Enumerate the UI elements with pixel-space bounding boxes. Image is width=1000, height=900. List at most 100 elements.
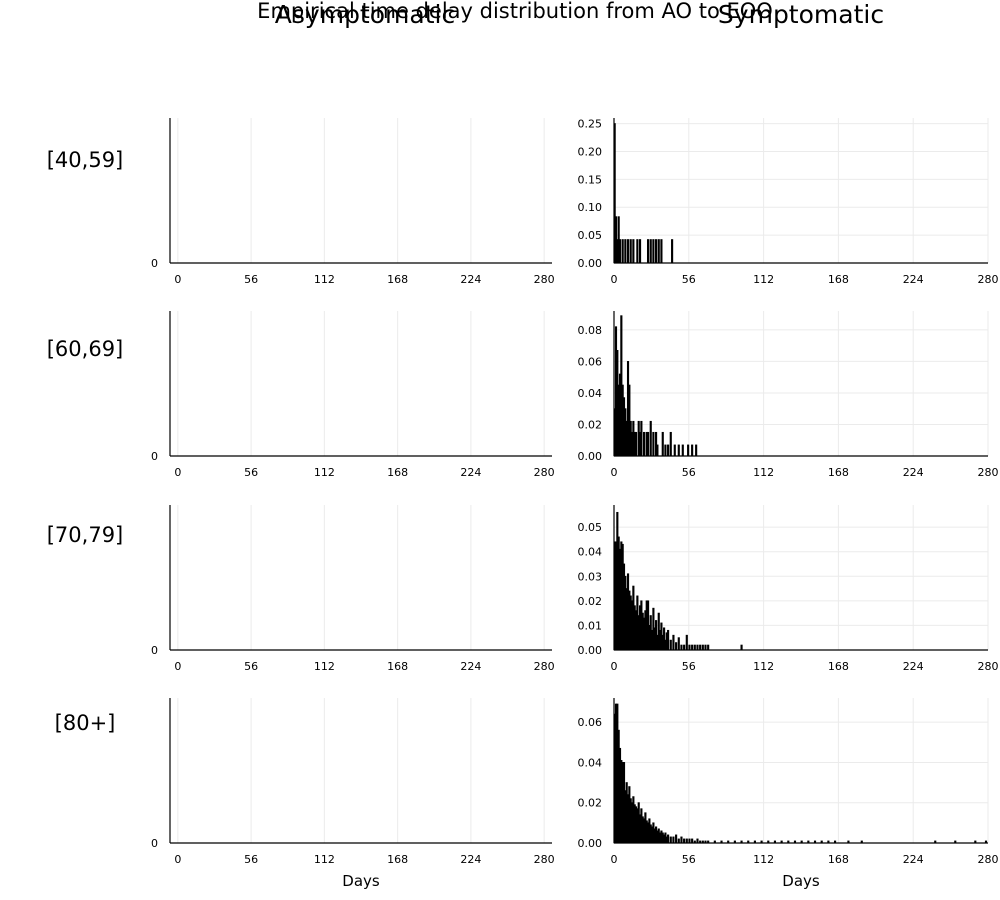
panel-symptomatic-70-79: 0 56 112 168 224 280 0.00 0.01 0.02 0.03 0.04 0.05 <box>578 505 999 673</box>
x-tick-label: 168 <box>387 660 408 673</box>
x-tick-label: 56 <box>244 853 258 866</box>
x-tick-label: 224 <box>460 660 481 673</box>
x-tick-label: 0 <box>611 660 618 673</box>
x-tick-label: 224 <box>903 660 924 673</box>
x-tick-label: 0 <box>611 273 618 286</box>
bar <box>677 838 680 844</box>
bar <box>621 239 624 264</box>
y-tick-label: 0.05 <box>578 229 603 242</box>
bar <box>667 444 670 457</box>
bar <box>685 634 688 651</box>
x-tick-label: 56 <box>682 273 696 286</box>
y-tick-label: 0.02 <box>578 418 603 431</box>
bar <box>681 444 684 457</box>
bar <box>656 444 659 457</box>
bar <box>683 644 686 651</box>
y-tick-label: 0 <box>151 837 158 850</box>
bar <box>695 444 698 457</box>
panel-symptomatic-40-59: 0 56 112 168 224 280 0.00 0.05 0.10 0.15 0.20 0.25 <box>578 118 999 286</box>
bar <box>624 239 627 264</box>
row-label-80-plus: [80+] <box>54 711 116 735</box>
bar <box>691 644 694 651</box>
bar <box>618 239 622 264</box>
x-tick-label: 280 <box>978 273 999 286</box>
panel-asymptomatic-80-plus: 0 56 112 168 224 280 0 Days <box>151 698 555 890</box>
x-tick-label: 0 <box>174 660 181 673</box>
x-tick-label: 56 <box>244 273 258 286</box>
bar <box>667 834 670 844</box>
panel-symptomatic-80-plus: 0 56 112 168 224 280 0.00 0.02 0.04 0.06 Days <box>578 698 999 890</box>
bar <box>640 420 643 457</box>
y-tick-label: 0.01 <box>578 619 603 632</box>
bar <box>649 239 652 264</box>
x-tick-label: 0 <box>174 273 181 286</box>
bar <box>707 644 710 651</box>
bar <box>691 838 694 844</box>
bar <box>646 239 650 264</box>
bar <box>683 838 686 844</box>
x-axis-label: Days <box>782 872 820 890</box>
x-tick-label: 168 <box>828 466 849 479</box>
x-tick-label: 168 <box>828 853 849 866</box>
x-axis-label: Days <box>342 872 380 890</box>
x-tick-label: 280 <box>978 466 999 479</box>
bar <box>687 444 690 457</box>
x-tick-label: 112 <box>753 273 774 286</box>
bar <box>634 431 638 457</box>
bar <box>638 239 642 264</box>
x-tick-label: 56 <box>682 853 696 866</box>
y-tick-label: 0 <box>151 257 158 270</box>
bar <box>661 431 664 457</box>
x-tick-label: 224 <box>903 853 924 866</box>
x-tick-label: 56 <box>682 466 696 479</box>
x-tick-label: 112 <box>753 466 774 479</box>
bar <box>632 239 635 264</box>
y-tick-label: 0.08 <box>578 324 603 337</box>
y-tick-label: 0.06 <box>578 355 603 368</box>
bar <box>642 431 646 457</box>
x-tick-label: 0 <box>174 853 181 866</box>
bar <box>704 644 707 651</box>
y-tick-label: 0.25 <box>578 118 603 131</box>
bar <box>680 644 683 651</box>
x-tick-label: 168 <box>387 853 408 866</box>
x-tick-label: 0 <box>611 853 618 866</box>
y-tick-label: 0.04 <box>578 546 603 559</box>
x-tick-label: 56 <box>682 660 696 673</box>
x-tick-label: 280 <box>534 853 555 866</box>
y-tick-label: 0.05 <box>578 521 603 534</box>
bar <box>675 834 678 844</box>
x-tick-label: 56 <box>244 466 258 479</box>
panel-asymptomatic-60-69: 0 56 112 168 224 280 0 <box>151 311 555 479</box>
x-tick-label: 280 <box>978 853 999 866</box>
bar <box>740 644 743 651</box>
y-tick-label: 0.04 <box>578 387 603 400</box>
bar <box>677 637 680 651</box>
bar <box>688 644 691 651</box>
y-tick-label: 0.03 <box>578 570 603 583</box>
x-tick-label: 280 <box>534 660 555 673</box>
y-tick-label: 0.00 <box>578 644 603 657</box>
x-tick-label: 280 <box>534 466 555 479</box>
bar <box>685 838 688 844</box>
bar <box>671 239 674 264</box>
x-tick-label: 112 <box>314 853 335 866</box>
bar <box>699 644 702 651</box>
bar <box>652 431 655 457</box>
bar <box>693 644 696 651</box>
x-tick-label: 112 <box>314 660 335 673</box>
bar <box>655 239 658 264</box>
bar <box>672 634 675 651</box>
bar <box>669 836 672 844</box>
row-label-60-69: [60,69] <box>46 337 124 361</box>
bar <box>688 838 691 844</box>
x-tick-label: 168 <box>387 273 408 286</box>
panel-asymptomatic-70-79: 0 56 112 168 224 280 0 <box>151 505 555 673</box>
panel-asymptomatic-40-59: 0 56 112 168 224 280 0 <box>151 118 555 286</box>
y-tick-label: 0.15 <box>578 173 603 186</box>
y-tick-label: 0.04 <box>578 756 603 769</box>
x-tick-label: 0 <box>611 466 618 479</box>
bar <box>691 444 694 457</box>
y-tick-label: 0.00 <box>578 257 603 270</box>
